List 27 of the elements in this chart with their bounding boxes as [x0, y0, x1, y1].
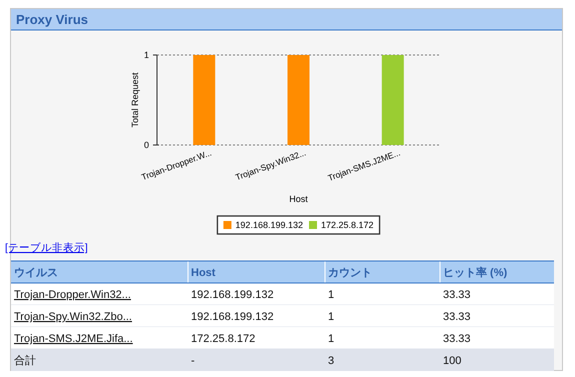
text: 1 [328, 289, 334, 301]
text: 33.33 [443, 333, 471, 345]
legend-label: 172.25.8.172 [321, 220, 374, 230]
text: 3 [328, 355, 334, 367]
text: Trojan-SMS.J2ME.Jifa... [14, 333, 133, 345]
text: Host [191, 267, 216, 279]
text: 192.168.199.132 [191, 311, 274, 323]
legend-label: 192.168.199.132 [235, 220, 304, 230]
x-axis-title: Host [289, 194, 308, 204]
text: カウント [328, 267, 372, 279]
text: 1 [328, 311, 334, 323]
text: [テーブル非表示] [5, 241, 88, 254]
text: 1 [328, 333, 334, 345]
text: Trojan-Dropper.Win32... [14, 289, 131, 301]
text: 33.33 [443, 289, 471, 301]
text: Proxy Virus [16, 12, 88, 27]
text: Trojan-Spy.Win32.Zbo... [14, 311, 132, 323]
text: 192.168.199.132 [191, 289, 274, 301]
y-axis-title: Total Request [130, 72, 140, 128]
text: ヒット率 (%) [443, 266, 508, 279]
text: 33.33 [443, 311, 471, 323]
text: 合計 [14, 354, 36, 367]
y-tick-label: 0 [144, 140, 149, 150]
text: - [191, 355, 195, 367]
text: 100 [443, 355, 462, 367]
text: ウイルス [14, 267, 58, 279]
text: 172.25.8.172 [191, 333, 256, 345]
